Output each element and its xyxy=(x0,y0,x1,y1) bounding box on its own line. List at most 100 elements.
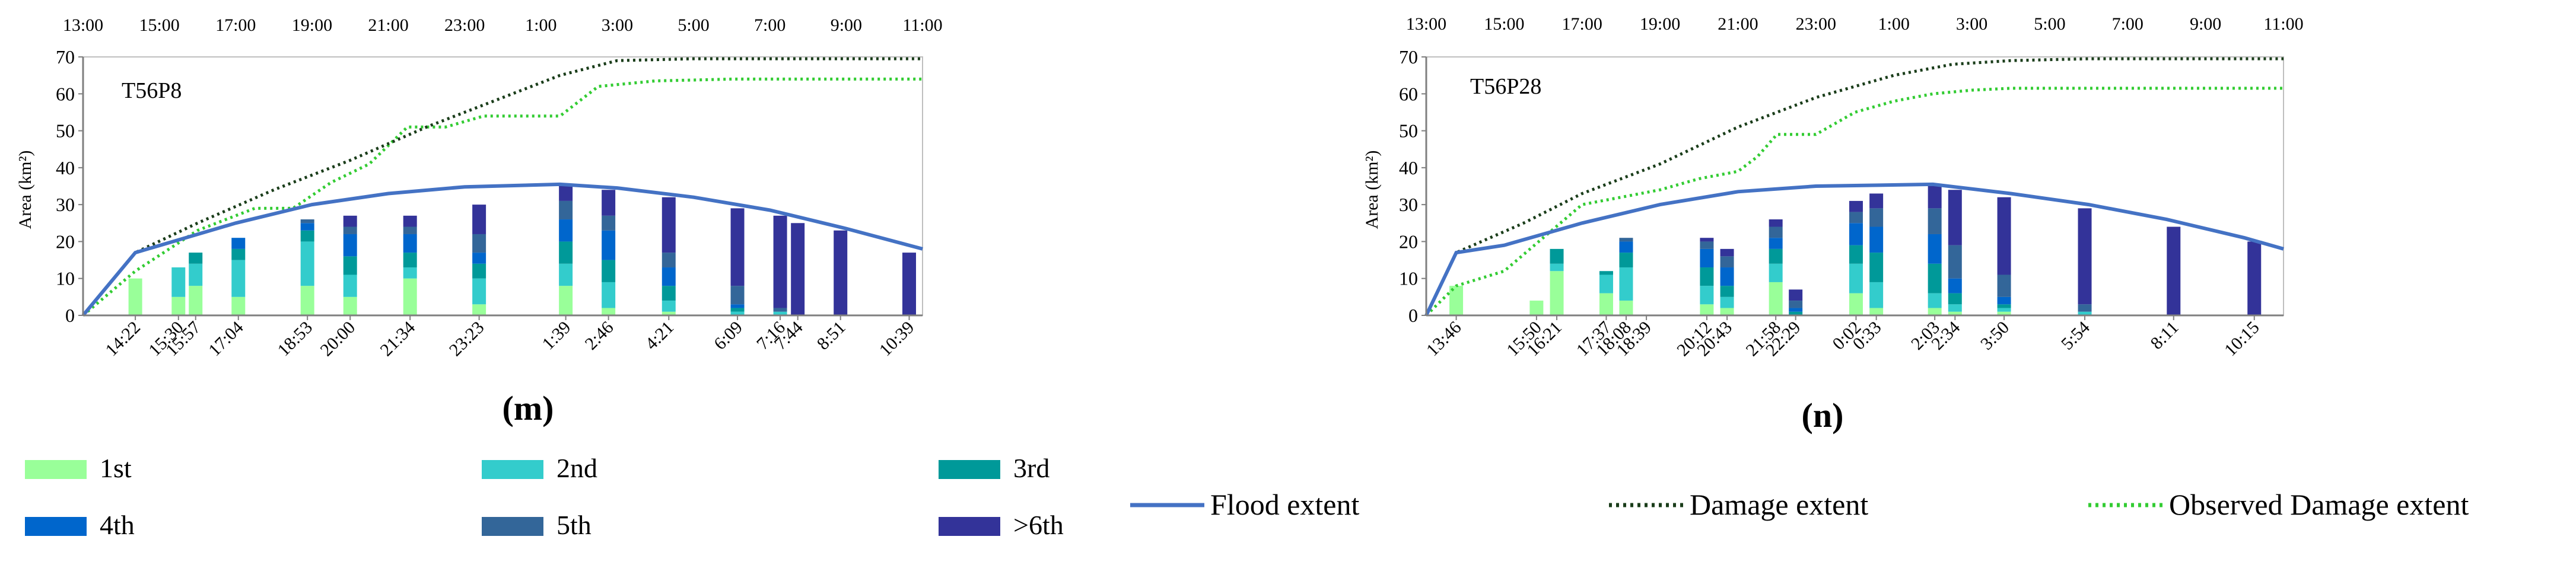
panel-m-damage-extent-line xyxy=(82,57,923,317)
panel-n-bar-1808-rank1 xyxy=(1619,301,1633,315)
panel-m-bar-1704-rank2 xyxy=(231,260,246,297)
panel-n-bar-2043-rank3 xyxy=(1720,286,1734,297)
panel-n-bar-350-rank3 xyxy=(1997,304,2011,308)
panel-n-y-tick-label: 20 xyxy=(1399,231,1418,252)
panel-n-bar-2158-rank3 xyxy=(1769,248,1783,264)
panel-n-bar-2158-rank4 xyxy=(1769,238,1783,249)
panel-n-bar-2158-rank6 xyxy=(1769,219,1783,227)
panel-m-bar-716-rank2 xyxy=(773,311,787,315)
panel-n-bar-350-rank5 xyxy=(1997,274,2011,297)
panel-n-top-tick: 23:00 xyxy=(1796,14,1836,34)
panel-m-x-tick-label: 10:39 xyxy=(876,318,918,360)
panel-m-top-tick: 21:00 xyxy=(368,15,408,35)
panel-m-bar-1530-rank2 xyxy=(171,267,186,297)
panel-m-top-tick: 11:00 xyxy=(902,15,942,35)
panel-n-bar-2043-rank1 xyxy=(1720,308,1734,315)
legend-swatch-5th xyxy=(482,517,543,536)
panel-n-bar-033-rank5 xyxy=(1869,208,1884,227)
panel-n-x-tick-label: 5:54 xyxy=(2057,318,2094,354)
panel-m-bar-851-rank6 xyxy=(834,230,848,315)
panel-m-bar-609-rank6 xyxy=(730,208,745,286)
panel-m-bar-139-rank4 xyxy=(559,219,573,242)
panel-m-bar-2000-rank1 xyxy=(343,296,357,315)
panel-n-bar-1015-rank6 xyxy=(2247,241,2262,315)
panel-m-bar-139-rank1 xyxy=(559,286,573,315)
panel-n-bar-203-rank1 xyxy=(1928,308,1942,315)
panel-m-top-tick: 5:00 xyxy=(678,15,709,35)
panel-m-bar-609-rank2 xyxy=(730,311,745,315)
legend-label-4th: 4th xyxy=(100,510,135,540)
panel-n-bars xyxy=(1449,186,2262,315)
panel-n-bar-1550-rank1 xyxy=(1529,301,1544,315)
panel-n-bar-350-rank4 xyxy=(1997,296,2011,305)
legend-label-2nd: 2nd xyxy=(556,453,597,483)
panel-m-bar-421-rank2 xyxy=(662,301,676,312)
panel-m-bar-139-rank5 xyxy=(559,200,573,220)
panel-m-bar-1557-rank2 xyxy=(189,263,203,286)
panel-n-flood-extent-line xyxy=(1424,182,2284,317)
panel-m-y-tick-label: 60 xyxy=(56,83,75,104)
panel-m-bar-1704-rank3 xyxy=(231,248,246,260)
panel-m-bar-139-rank6 xyxy=(559,186,573,201)
panel-m-bar-2000-rank5 xyxy=(343,226,357,234)
panel-n-bar-033-rank1 xyxy=(1869,308,1884,315)
panel-m-title: T56P8 xyxy=(122,78,182,103)
panel-m-bar-421-rank5 xyxy=(662,253,676,268)
panel-n-bar-1621-rank3 xyxy=(1550,248,1564,264)
panel-n-bar-234-rank5 xyxy=(1948,245,1962,279)
panel-n-top-tick: 17:00 xyxy=(1562,14,1602,34)
legend-swatch-3rd xyxy=(939,460,1000,479)
panel-m-bar-2134-rank3 xyxy=(403,253,417,268)
panel-n-bar-1737-rank2 xyxy=(1599,274,1613,293)
panel-n-bar-1808-rank3 xyxy=(1619,253,1633,268)
panel-n-bar-234-rank3 xyxy=(1948,293,1962,305)
panel-n-bar-2229-rank6 xyxy=(1789,289,1803,301)
panel-m-bar-1039-rank6 xyxy=(902,253,916,315)
panel-m-bar-2134-rank1 xyxy=(403,278,417,315)
panel-m-bar-421-rank3 xyxy=(662,286,676,301)
panel-m-bar-1530-rank1 xyxy=(171,296,186,315)
panel-m-bar-1704-rank1 xyxy=(231,296,246,315)
panel-n-bar-2158-rank5 xyxy=(1769,226,1783,238)
panel-n-top-tick: 21:00 xyxy=(1718,14,1758,34)
panel-n-y-tick-label: 0 xyxy=(1408,305,1418,326)
panel-n-y-ticks: 0 10 20 30 40 50 60 70 xyxy=(1399,46,1426,326)
panel-n-x-tick-label: 8:11 xyxy=(2146,318,2182,353)
panel-m-bar-716-rank6 xyxy=(773,215,787,308)
panel-n-top-tick: 9:00 xyxy=(2190,14,2221,34)
panel-m-top-tick: 13:00 xyxy=(63,15,103,35)
panel-m-x-tick-label: 2:46 xyxy=(581,318,618,354)
panel-m: 13:00 15:00 17:00 19:00 21:00 23:00 1:00 3:00 5:… xyxy=(15,15,943,427)
legend-label-3rd: 3rd xyxy=(1013,453,1050,483)
panel-n-top-tick: 11:00 xyxy=(2263,14,2303,34)
panel-m-bar-2000-rank6 xyxy=(343,215,357,227)
panel-n-bar-234-rank6 xyxy=(1948,190,1962,245)
panel-n-label: (n) xyxy=(1802,396,1844,435)
panel-n-top-axis: 13:00 15:00 17:00 19:00 21:00 23:00 1:00 3:00 5:… xyxy=(1406,14,2304,34)
panel-n-bar-2229-rank3 xyxy=(1789,311,1803,315)
panel-m-bar-1704-rank4 xyxy=(231,238,246,249)
panel-n-bar-203-rank3 xyxy=(1928,263,1942,293)
panel-n-bar-350-rank6 xyxy=(1997,197,2011,275)
panel-n-y-tick-label: 60 xyxy=(1399,83,1418,104)
panel-m-bar-2000-rank2 xyxy=(343,274,357,297)
legend-label-flood: Flood extent xyxy=(1210,488,1359,521)
panel-m-bar-421-rank4 xyxy=(662,267,676,286)
panel-n-bar-203-rank4 xyxy=(1928,234,1942,264)
panel-n-bar-1808-rank2 xyxy=(1619,267,1633,301)
panel-n-bar-002-rank3 xyxy=(1849,245,1863,264)
panel-n-axes xyxy=(1425,57,2284,317)
panel-m-y-tick-label: 10 xyxy=(56,268,75,289)
panel-m-top-axis: 13:00 15:00 17:00 19:00 21:00 23:00 1:00 3:00 5:… xyxy=(63,15,943,35)
panel-n-bar-2043-rank6 xyxy=(1720,248,1734,257)
panel-n-bar-2158-rank1 xyxy=(1769,282,1783,315)
panel-m-x-tick-label: 21:34 xyxy=(376,318,419,360)
panel-m-bar-609-rank5 xyxy=(730,286,745,305)
panel-n-bar-203-rank6 xyxy=(1928,186,1942,209)
panel-m-bar-421-rank6 xyxy=(662,197,676,253)
panel-n-bar-350-rank2 xyxy=(1997,308,2011,312)
panel-n-bar-2012-rank4 xyxy=(1700,248,1714,268)
panel-m-bar-2000-rank4 xyxy=(343,234,357,257)
